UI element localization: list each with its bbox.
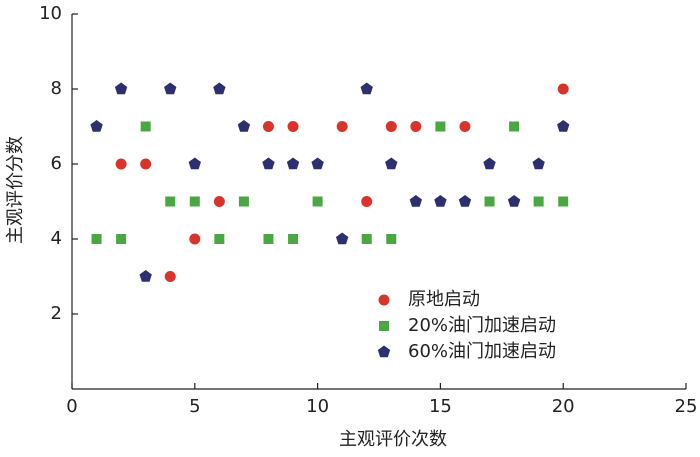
point (262, 157, 275, 170)
point (360, 82, 373, 95)
point (458, 195, 472, 207)
point (335, 232, 349, 245)
point (484, 196, 495, 207)
x-axis-label: 主观评价次数 (339, 429, 447, 450)
y-tick-label: 10 (39, 3, 62, 24)
point (311, 157, 324, 170)
point (557, 83, 569, 95)
point (385, 121, 397, 132)
point (237, 120, 251, 132)
point (507, 195, 521, 207)
point (140, 121, 151, 132)
point (214, 234, 225, 244)
point (386, 234, 397, 244)
point (213, 82, 226, 95)
x-tick-label: 20 (552, 396, 575, 417)
point (164, 271, 176, 282)
point (139, 270, 152, 282)
y-axis-label: 主观评价分数 (5, 136, 26, 244)
legend-label: 60%油门加速启动 (408, 341, 556, 362)
point (115, 158, 127, 170)
point (140, 158, 152, 170)
legend-label: 原地启动 (408, 289, 480, 310)
point (336, 121, 348, 132)
y-tick-label: 6 (51, 153, 62, 174)
x-tick-label: 5 (189, 396, 200, 417)
point (188, 157, 201, 170)
x-tick-label: 10 (306, 396, 329, 417)
y-tick-label: 4 (51, 228, 62, 249)
point (91, 234, 102, 244)
point (435, 121, 446, 132)
y-tick-label: 8 (51, 78, 62, 99)
point (213, 196, 225, 207)
point (459, 121, 471, 132)
point (263, 234, 274, 244)
point (509, 121, 520, 132)
point (434, 195, 447, 207)
point (114, 82, 128, 95)
point (312, 196, 323, 207)
point (90, 120, 103, 132)
point (532, 157, 545, 170)
point (361, 196, 373, 207)
point (557, 120, 570, 132)
point (409, 195, 423, 207)
point (262, 121, 274, 132)
point (361, 234, 372, 244)
legend-marker (379, 321, 389, 331)
point (189, 233, 201, 245)
point (189, 196, 200, 207)
point (164, 82, 177, 95)
point (287, 121, 299, 132)
x-tick-label: 25 (675, 396, 698, 417)
point (533, 196, 544, 207)
x-tick-label: 0 (66, 396, 77, 417)
y-tick-label: 2 (51, 303, 62, 324)
point (116, 234, 127, 244)
point (558, 196, 569, 207)
x-tick-label: 15 (429, 396, 452, 417)
point (238, 196, 249, 207)
point (165, 196, 176, 207)
point (286, 157, 300, 170)
legend-marker (377, 345, 391, 358)
point (410, 121, 422, 132)
point (483, 157, 496, 170)
point (385, 157, 398, 170)
point (288, 234, 299, 244)
legend-label: 20%油门加速启动 (408, 315, 556, 336)
legend-marker (378, 294, 390, 306)
